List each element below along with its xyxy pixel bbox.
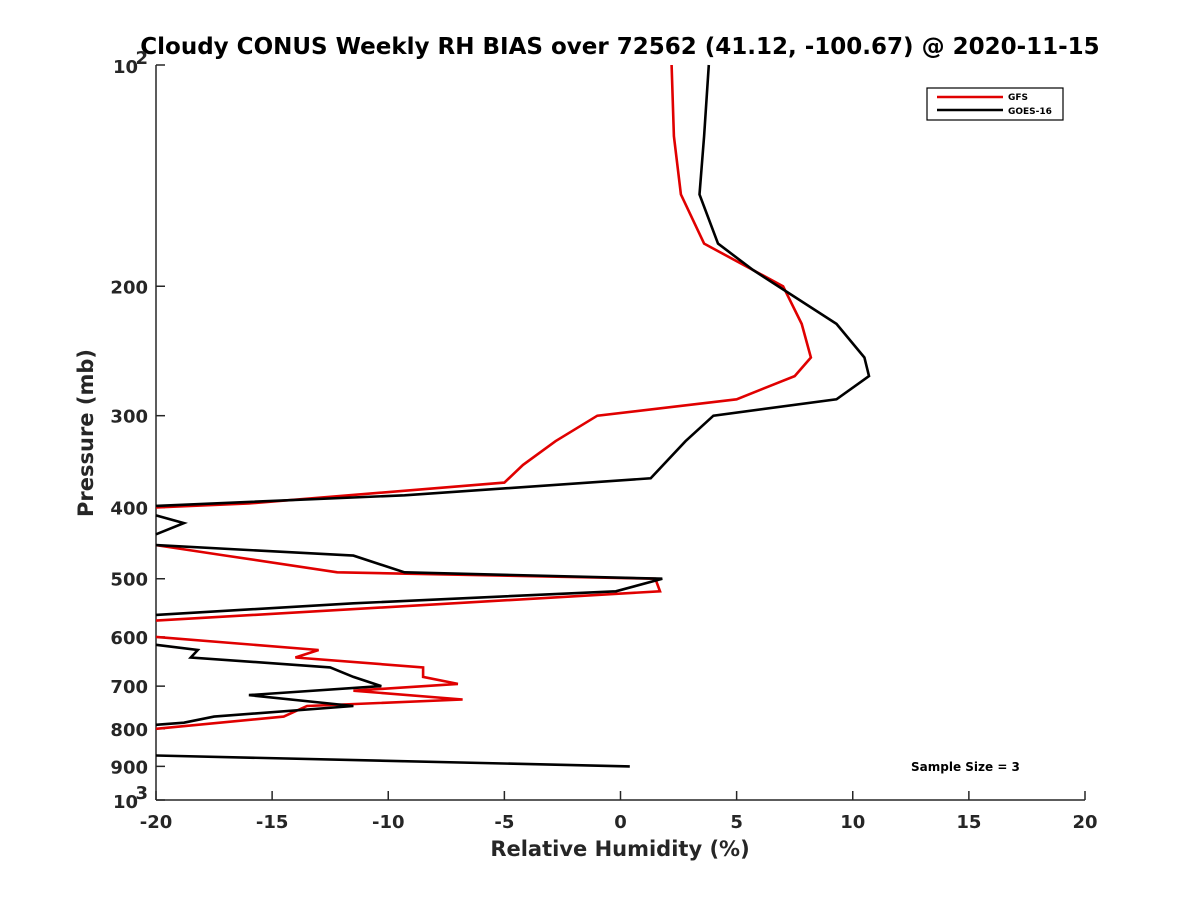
legend-box bbox=[926, 87, 1064, 121]
y-tick-label: 200 bbox=[110, 277, 148, 298]
legend-label-goes16: GOES-16 bbox=[1008, 107, 1052, 117]
x-tick-label: -10 bbox=[372, 812, 405, 833]
series-line-gfs bbox=[155, 64, 813, 731]
y-decade-exponent: 3 bbox=[135, 783, 148, 804]
series-lines bbox=[155, 64, 871, 768]
x-tick-label: -15 bbox=[256, 812, 289, 833]
y-tick-label: 400 bbox=[110, 499, 148, 520]
x-tick-label: 5 bbox=[730, 812, 743, 833]
y-tick-label: 900 bbox=[110, 757, 148, 778]
x-tick-label: 0 bbox=[614, 812, 627, 833]
y-axis-label: Pressure (mb) bbox=[74, 349, 98, 517]
sample-size-annotation: Sample Size = 3 bbox=[911, 760, 1020, 774]
y-tick-label: 300 bbox=[110, 407, 148, 428]
x-tick-label: 20 bbox=[1072, 812, 1097, 833]
series-line-goes16 bbox=[155, 64, 871, 768]
legend: GFS GOES-16 bbox=[926, 87, 1064, 121]
x-axis-ticks: -20 -15 -10 -5 0 5 10 15 20 bbox=[140, 791, 1098, 833]
legend-label-gfs: GFS bbox=[1008, 93, 1028, 103]
y-decade-label: 10 bbox=[113, 792, 138, 813]
plot-area bbox=[155, 65, 1085, 801]
chart-title: Cloudy CONUS Weekly RH BIAS over 72562 (… bbox=[140, 34, 1099, 60]
y-decade-label: 10 bbox=[113, 57, 138, 78]
y-tick-label: 600 bbox=[110, 628, 148, 649]
y-tick-label: 500 bbox=[110, 570, 148, 591]
y-decade-exponent: 2 bbox=[135, 48, 148, 69]
x-tick-label: -5 bbox=[494, 812, 514, 833]
x-tick-label: 10 bbox=[840, 812, 865, 833]
x-tick-label: -20 bbox=[140, 812, 173, 833]
x-tick-label: 15 bbox=[956, 812, 981, 833]
y-tick-label: 800 bbox=[110, 720, 148, 741]
y-tick-label: 700 bbox=[110, 677, 148, 698]
x-axis-label: Relative Humidity (%) bbox=[490, 837, 749, 861]
